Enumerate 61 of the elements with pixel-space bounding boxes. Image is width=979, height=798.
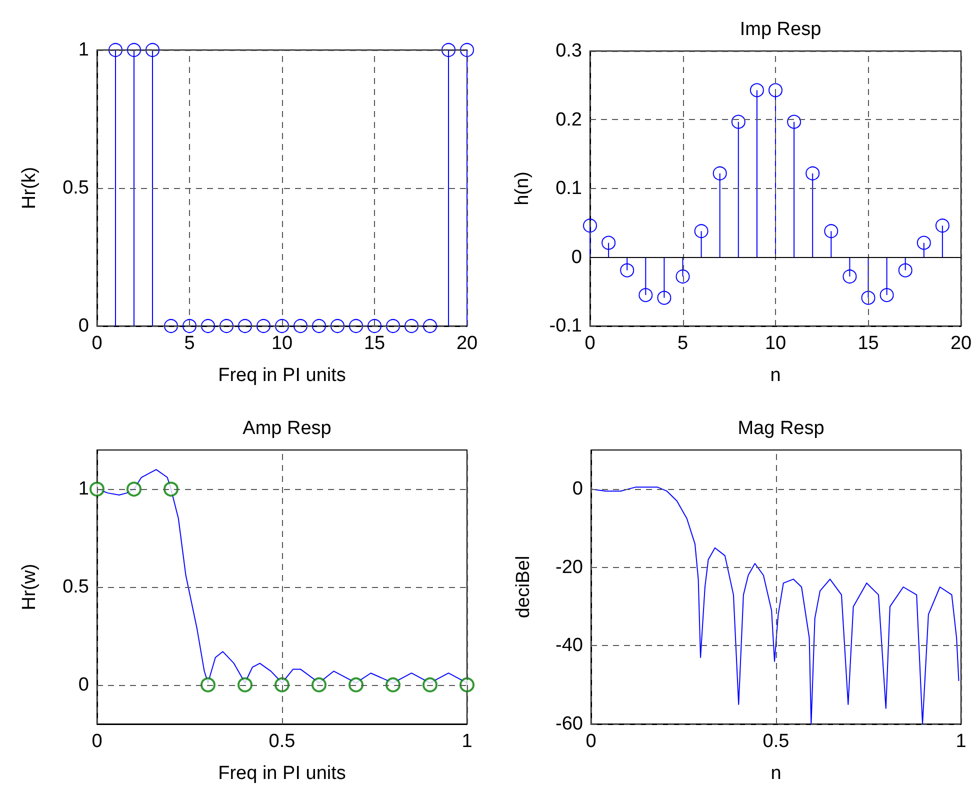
y-tick-label: -20 (556, 556, 583, 578)
x-tick-label: 5 (677, 333, 688, 354)
y-tick-label: 0.1 (556, 178, 582, 199)
y-tick-label: 0.2 (556, 109, 582, 130)
y-tick-label: 0.5 (62, 178, 89, 198)
x-tick-label: 10 (271, 333, 293, 354)
x-tick-label: 15 (364, 333, 386, 354)
point (880, 288, 894, 302)
point (602, 236, 616, 250)
y-tick-label: 0 (78, 674, 89, 696)
point (657, 290, 672, 305)
x-axis-title: Freq in PI units (218, 365, 346, 386)
point (694, 224, 708, 238)
y-tick-label: 1 (78, 40, 89, 60)
x-tick-label: 5 (184, 333, 195, 354)
y-tick-label: 0 (78, 316, 89, 336)
x-tick-label: 20 (950, 333, 972, 354)
x-tick-label: 0 (92, 333, 102, 354)
x-tick-label: 0.5 (762, 731, 790, 752)
point (620, 263, 634, 278)
y-axis-title: Hr(w) (19, 564, 40, 610)
y-tick-label: 0 (571, 246, 582, 268)
x-tick-label: 0.5 (268, 731, 296, 752)
point (824, 224, 838, 238)
y-axis-title: Hr(k) (19, 166, 40, 210)
point (768, 83, 782, 98)
point (731, 114, 746, 129)
y-tick-label: -0.1 (549, 316, 582, 336)
point (676, 270, 690, 284)
point (787, 114, 802, 129)
chart-title: Imp Resp (740, 19, 822, 40)
x-tick-label: 0 (586, 731, 596, 752)
x-tick-label: 15 (858, 333, 879, 354)
y-tick-label: 0 (572, 478, 583, 500)
chart-title: Mag Resp (738, 418, 824, 439)
x-tick-label: 1 (462, 731, 472, 752)
y-tick-label: 0.5 (62, 576, 89, 598)
point (916, 236, 931, 250)
point (898, 263, 912, 278)
chart-title: Amp Resp (242, 418, 332, 439)
x-tick-label: 1 (956, 731, 966, 752)
x-tick-label: 20 (456, 333, 478, 354)
x-axis-title: Freq in PI units (218, 763, 346, 784)
point (861, 290, 876, 305)
point (638, 288, 653, 302)
y-axis-title: deciBel (513, 556, 534, 618)
x-tick-label: 0 (92, 731, 102, 752)
point (750, 83, 764, 98)
x-axis-title: n (770, 763, 782, 784)
point (583, 218, 597, 233)
point (712, 166, 727, 180)
x-tick-label: 10 (764, 333, 786, 354)
y-axis-title: h(n) (512, 172, 533, 206)
y-tick-label: 0.3 (556, 40, 582, 62)
x-axis-title: n (770, 365, 781, 386)
y-tick-label: -40 (556, 635, 583, 656)
point (935, 218, 950, 233)
y-tick-label: -60 (556, 714, 583, 734)
point (842, 270, 857, 284)
y-tick-label: 1 (78, 478, 89, 500)
point (806, 166, 820, 180)
